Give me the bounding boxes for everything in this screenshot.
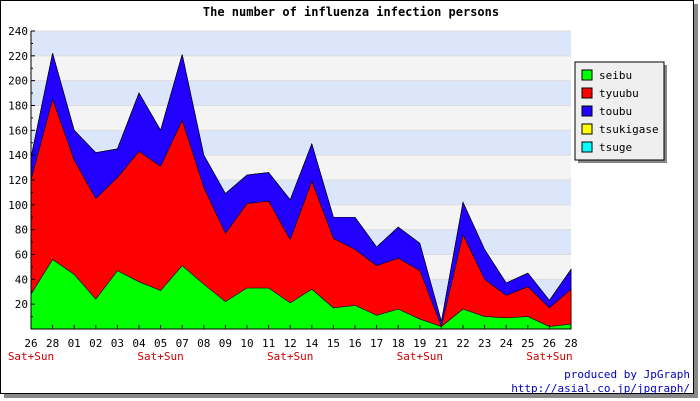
grid-band: [31, 80, 571, 106]
x-tick-label: 12: [284, 337, 297, 350]
legend-label-seibu: seibu: [599, 69, 632, 82]
x-tick-label: 24: [500, 337, 514, 350]
x-tick-label: 26: [543, 337, 556, 350]
x-tick-label: 25: [521, 337, 534, 350]
weekend-label: Sat+Sun: [267, 350, 313, 363]
legend-label-tsukigase: tsukigase: [599, 123, 659, 136]
weekend-label: Sat+Sun: [397, 350, 443, 363]
x-tick-label: 14: [305, 337, 319, 350]
weekend-label: Sat+Sun: [526, 350, 572, 363]
x-tick-label: 09: [219, 337, 232, 350]
weekend-label: Sat+Sun: [137, 350, 183, 363]
credit-url[interactable]: http://asial.co.jp/jpgraph/: [511, 382, 690, 395]
chart-frame: The number of influenza infection person…: [0, 0, 694, 395]
legend-swatch-tsukigase: [581, 123, 593, 135]
x-tick-label: 17: [370, 337, 383, 350]
x-tick-label: 11: [262, 337, 275, 350]
area-tyuubu: [30, 98, 572, 330]
x-tick-label: 04: [132, 337, 146, 350]
weekend-label: Sat+Sun: [8, 350, 54, 363]
x-tick-label: 03: [111, 337, 124, 350]
x-tick-label: 28: [564, 337, 577, 350]
x-tick-label: 19: [413, 337, 426, 350]
y-tick-label: 140: [8, 149, 28, 162]
legend-label-tsuge: tsuge: [599, 141, 632, 154]
x-tick-label: 08: [197, 337, 210, 350]
y-tick-label: 220: [8, 50, 28, 63]
x-tick-label: 02: [89, 337, 102, 350]
y-tick-label: 40: [15, 273, 28, 286]
legend-swatch-seibu: [581, 69, 593, 81]
y-tick-label: 160: [8, 124, 28, 137]
legend-swatch-tyuubu: [581, 87, 593, 99]
y-tick-label: 20: [15, 298, 28, 311]
x-tick-label: 28: [46, 337, 59, 350]
legend-label-tyuubu: tyuubu: [599, 87, 639, 100]
legend: seibu tyuubu toubu tsukigase tsuge: [574, 61, 667, 163]
x-tick-label: 05: [154, 337, 167, 350]
x-tick-label: 15: [327, 337, 340, 350]
grid-band: [31, 31, 571, 56]
x-tick-label: 18: [392, 337, 405, 350]
y-tick-label: 180: [8, 100, 28, 113]
chart-title: The number of influenza infection person…: [203, 5, 499, 19]
stacked-areas: [30, 53, 572, 330]
x-tick-label: 22: [456, 337, 469, 350]
x-tick-label: 21: [435, 337, 448, 350]
x-tick-label: 26: [24, 337, 37, 350]
credit-line-1: produced by JpGraph: [564, 368, 690, 381]
axes: 20 40 60 80 100 120 140 160 180 200 220 240 26 28 01 02…: [8, 25, 578, 363]
x-tick-label: 07: [176, 337, 189, 350]
legend-swatch-tsuge: [581, 141, 593, 153]
x-tick-label: 23: [478, 337, 491, 350]
y-tick-label: 100: [8, 199, 28, 212]
y-tick-label: 80: [15, 224, 28, 237]
grid-band: [31, 105, 571, 131]
y-tick-label: 60: [15, 249, 28, 262]
y-tick-label: 120: [8, 174, 28, 187]
grid-band: [31, 55, 571, 81]
x-tick-label: 16: [348, 337, 361, 350]
x-tick-label: 10: [240, 337, 253, 350]
legend-swatch-toubu: [581, 105, 593, 117]
y-tick-label: 200: [8, 75, 28, 88]
y-tick-label: 240: [8, 25, 28, 38]
area-seibu: [30, 259, 572, 330]
legend-label-toubu: toubu: [599, 105, 632, 118]
x-tick-label: 01: [68, 337, 81, 350]
